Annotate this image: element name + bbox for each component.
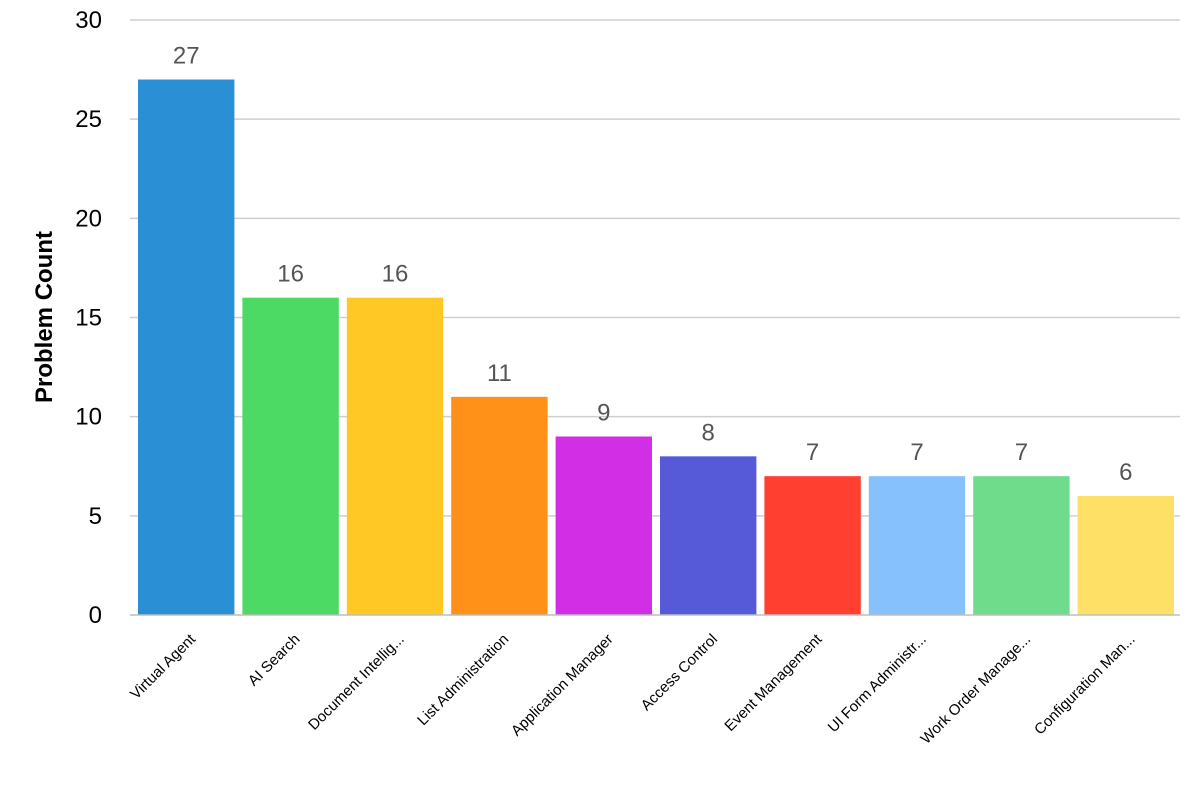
x-tick-label: Virtual Agent: [127, 630, 200, 703]
bar: [660, 456, 757, 615]
x-tick-label: Configuration Man...: [1031, 631, 1139, 739]
x-tick-label: Access Control: [638, 631, 721, 714]
x-tick-label: UI Form Administr...: [825, 631, 930, 736]
x-tick-label: AI Search: [245, 631, 304, 690]
bar: [868, 476, 966, 615]
data-label: 7: [806, 439, 819, 466]
y-tick-label: 5: [89, 503, 102, 530]
bar-layer: [138, 79, 1174, 615]
x-tick-label: Work Order Manage...: [917, 631, 1034, 748]
y-axis-label: Problem Count: [31, 231, 58, 403]
y-tick-label: 20: [75, 205, 102, 232]
y-tick-label: 25: [75, 106, 102, 133]
data-label: 7: [1015, 439, 1028, 466]
data-label: 11: [487, 360, 512, 387]
bar: [242, 297, 339, 615]
bar: [764, 476, 861, 615]
y-tick-label: 0: [89, 602, 102, 629]
y-tick-label: 30: [75, 7, 102, 34]
data-label: 9: [597, 400, 610, 427]
bar: [346, 297, 444, 615]
x-tick-label: Event Management: [721, 630, 826, 735]
bar: [138, 79, 235, 615]
x-tick-label: List Administration: [414, 631, 512, 729]
data-label: 8: [702, 419, 715, 446]
data-label-layer: 27 16 16 11 9 8 7 7 7 6: [173, 43, 1133, 487]
data-label: 16: [277, 261, 304, 288]
data-label: 27: [173, 43, 200, 70]
data-label: 7: [910, 439, 923, 466]
y-tick-label: 15: [75, 305, 102, 332]
bar: [1077, 496, 1174, 615]
data-label: 6: [1119, 459, 1132, 486]
bar: [973, 476, 1070, 615]
bar: [451, 396, 548, 615]
axis-layer: 0 5 10 15 20 25 30 Virtual Agent AI Search Docume…: [75, 7, 1180, 748]
bar: [555, 436, 652, 615]
x-tick-label: Document Intellig...: [305, 631, 408, 734]
x-tick-label: Application Manager: [508, 631, 617, 740]
y-tick-label: 10: [75, 404, 102, 431]
data-label: 16: [382, 261, 409, 288]
